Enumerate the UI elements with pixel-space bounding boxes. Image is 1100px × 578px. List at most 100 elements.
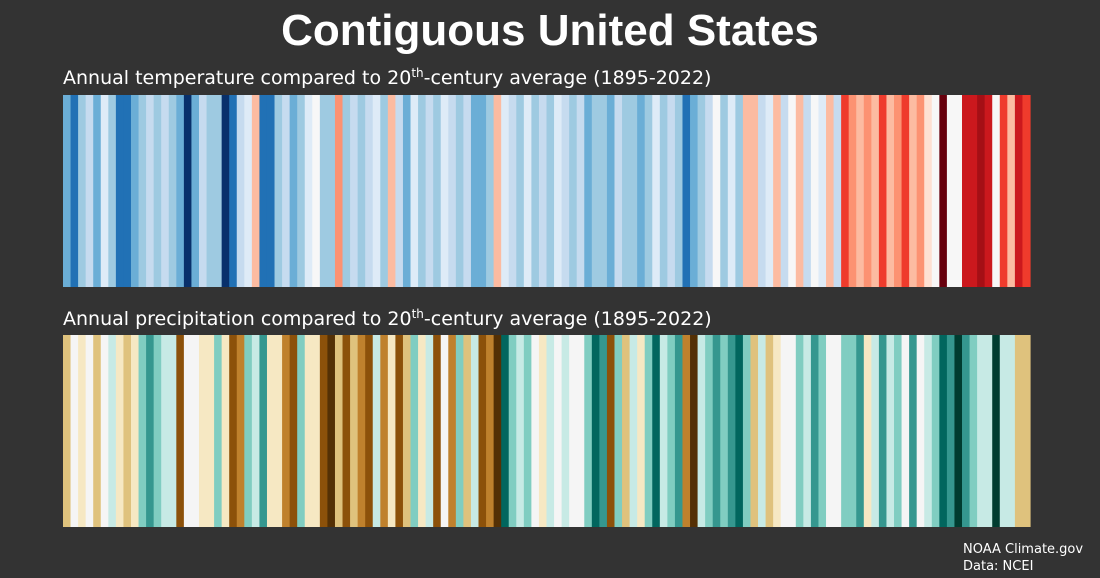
stripe <box>1007 335 1016 527</box>
stripe <box>901 335 910 527</box>
stripe <box>969 335 978 527</box>
stripe <box>599 95 608 287</box>
stripe <box>652 335 661 527</box>
stripe <box>516 95 525 287</box>
stripe <box>946 95 956 287</box>
stripe <box>554 335 563 527</box>
stripe <box>712 95 721 287</box>
stripe <box>848 95 857 287</box>
stripe <box>486 335 495 527</box>
stripe <box>425 335 434 527</box>
stripe <box>123 335 132 527</box>
panel-title-part: th <box>412 307 424 321</box>
stripe <box>848 335 857 527</box>
panel-title-part: -century average (1895-2022) <box>424 67 712 89</box>
stripe <box>992 335 1001 527</box>
stripe <box>486 95 495 287</box>
stripe <box>206 95 215 287</box>
stripe <box>561 335 570 527</box>
stripe <box>63 95 72 287</box>
stripe <box>448 95 457 287</box>
stripe <box>206 335 215 527</box>
stripe <box>282 95 291 287</box>
stripe <box>931 95 940 287</box>
stripe <box>554 95 563 287</box>
stripe <box>448 335 457 527</box>
stripe <box>637 335 646 527</box>
stripe <box>78 335 87 527</box>
stripe <box>1007 95 1016 287</box>
stripe <box>599 335 608 527</box>
stripe <box>198 335 208 527</box>
stripe <box>871 335 880 527</box>
stripe <box>523 95 532 287</box>
stripe <box>523 335 532 527</box>
stripe <box>508 95 517 287</box>
stripe <box>999 95 1008 287</box>
stripe <box>161 335 170 527</box>
stripe <box>236 95 245 287</box>
stripe <box>297 335 306 527</box>
stripe <box>146 95 155 287</box>
stripe <box>470 335 480 527</box>
stripe <box>984 335 993 527</box>
stripe <box>108 335 117 527</box>
stripe <box>85 335 94 527</box>
stripe <box>705 95 714 287</box>
stripe <box>909 335 918 527</box>
panel-title-part: Annual precipitation compared to 20 <box>63 308 412 330</box>
stripe <box>501 95 510 287</box>
stripe <box>946 335 956 527</box>
stripe <box>977 335 986 527</box>
stripe <box>1014 95 1024 287</box>
stripe <box>826 95 835 287</box>
stripe <box>622 95 631 287</box>
stripe <box>130 95 140 287</box>
stripe <box>153 95 162 287</box>
stripe <box>546 335 555 527</box>
stripe <box>561 95 570 287</box>
panel-title: Annual temperature compared to 20th-cent… <box>63 66 711 89</box>
stripe <box>727 335 736 527</box>
stripe <box>70 335 79 527</box>
stripe <box>244 335 253 527</box>
stripe <box>606 95 616 287</box>
stripe <box>924 95 933 287</box>
stripe <box>282 335 291 527</box>
stripe <box>810 95 820 287</box>
stripe <box>433 335 442 527</box>
stripe <box>644 95 653 287</box>
stripe <box>622 335 631 527</box>
stripe <box>387 95 397 287</box>
stripe <box>546 95 555 287</box>
stripe <box>878 335 888 527</box>
stripe <box>856 95 865 287</box>
stripe <box>531 335 540 527</box>
stripe <box>742 95 752 287</box>
stripe <box>410 95 419 287</box>
stripe <box>826 335 835 527</box>
stripe <box>259 95 268 287</box>
source: NOAA Climate.gov <box>963 542 1083 557</box>
stripe <box>274 335 283 527</box>
stripe <box>576 95 585 287</box>
source: Data: NCEI <box>963 559 1033 574</box>
stripe <box>365 95 374 287</box>
stripe <box>493 335 502 527</box>
stripe <box>758 95 767 287</box>
stripe <box>236 335 245 527</box>
stripe <box>780 335 789 527</box>
stripe <box>977 95 986 287</box>
stripe <box>584 335 593 527</box>
stripe <box>803 95 812 287</box>
panel-title: Annual precipitation compared to 20th-ce… <box>63 307 712 330</box>
stripe <box>327 335 336 527</box>
stripe <box>750 335 759 527</box>
stripe <box>319 335 329 527</box>
stripe <box>357 335 366 527</box>
stripe <box>712 335 721 527</box>
stripe <box>176 335 185 527</box>
stripe <box>992 95 1001 287</box>
stripe <box>637 95 646 287</box>
stripe <box>319 95 329 287</box>
